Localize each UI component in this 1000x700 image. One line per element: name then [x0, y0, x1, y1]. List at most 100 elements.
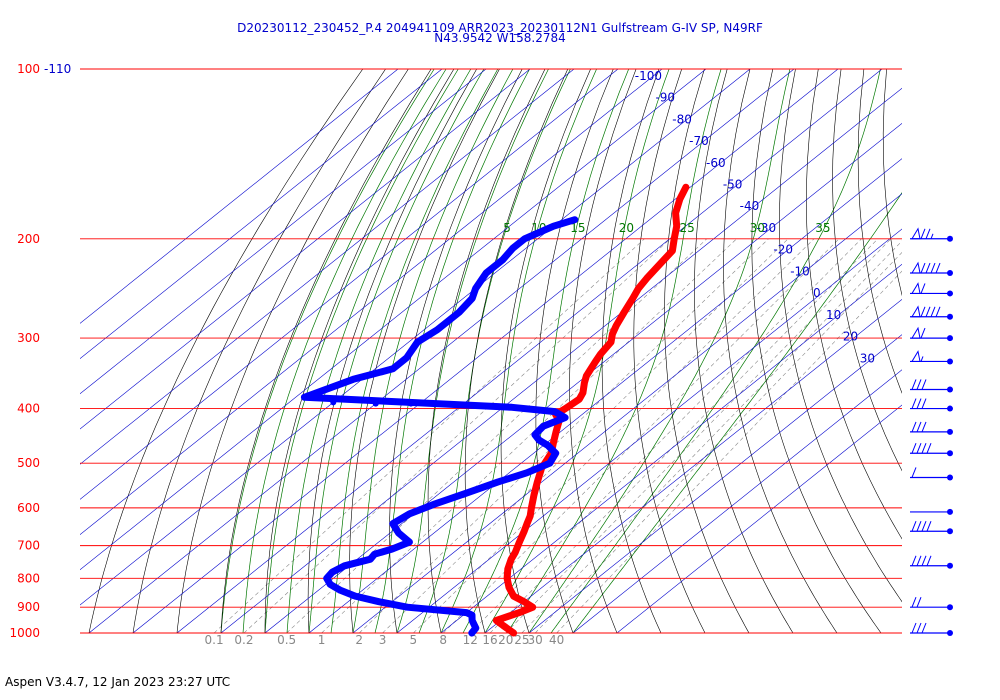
- wind-barb: [910, 282, 953, 297]
- wind-barb: [910, 508, 953, 515]
- dry-adiabat-line: [569, 69, 637, 634]
- dry-adiabat-line: [389, 69, 523, 634]
- mixing-ratio-label: 0.1: [205, 633, 224, 647]
- moist-adiabat-line: [418, 69, 571, 634]
- pressure-label: 800: [17, 571, 40, 585]
- mixing-ratio-label: 0.5: [277, 633, 296, 647]
- mixing-ratio-line: [489, 238, 879, 634]
- moist-adiabat-line: [352, 69, 514, 634]
- mixing-ratio-label: 8: [439, 633, 447, 647]
- dry-adiabat-line: [264, 69, 455, 633]
- moist-adiabat-line: [528, 69, 791, 634]
- mixing-ratio-label: 0.2: [234, 633, 253, 647]
- pressure-label: 200: [17, 232, 40, 246]
- isotherm-line: [80, 69, 443, 359]
- dry-adiabat-line: [832, 69, 902, 472]
- dewpoint-trace: [300, 216, 579, 637]
- isotherm-line: [396, 228, 902, 634]
- dry-adiabat-line: [723, 69, 838, 634]
- wind-barb: [910, 398, 953, 412]
- isotherm-line: [352, 193, 902, 634]
- moist-adiabat-line: [550, 69, 881, 634]
- mixing-ratio-label: 5: [410, 633, 418, 647]
- dry-adiabat-line: [427, 69, 546, 634]
- isotherm-line: [176, 69, 883, 634]
- moist-adiabat-line: [264, 69, 459, 634]
- mixing-ratio-line: [521, 240, 902, 634]
- mixing-ratio-label: 3: [379, 633, 387, 647]
- isotherm-line: [88, 69, 795, 634]
- pressure-label: 400: [17, 402, 40, 416]
- pressure-label: 300: [17, 331, 40, 345]
- dewpoint-point: [407, 400, 414, 407]
- moist-adiabat-line: [242, 69, 447, 634]
- moist-adiabat-label-top: 25: [679, 221, 694, 235]
- isotherm-label: 0: [813, 286, 821, 300]
- moist-adiabat-line: [308, 69, 485, 634]
- moist-adiabat-line: [374, 69, 530, 634]
- isotherm-line: [80, 69, 663, 535]
- isotherm-label: 30: [860, 351, 875, 365]
- dry-adiabat-line: [751, 69, 882, 634]
- wind-barb: [910, 597, 953, 611]
- isotherm-label: -10: [790, 264, 810, 278]
- isotherm-line: [80, 69, 575, 465]
- mixing-ratio-label: 25: [514, 633, 529, 647]
- mixing-ratio-line: [286, 238, 708, 634]
- mixing-ratio-line: [243, 238, 671, 634]
- moist-adiabat-line: [396, 69, 549, 634]
- isotherm-line: [264, 123, 902, 634]
- isotherm-label: -80: [672, 112, 692, 126]
- dewpoint-point: [301, 394, 308, 401]
- wind-barb: [910, 305, 953, 320]
- dry-adiabat-line: [464, 69, 569, 634]
- isotherm-line: [220, 87, 902, 634]
- dry-adiabat-line: [857, 69, 902, 394]
- dry-adiabat-line: [932, 69, 1000, 633]
- dewpoint-point: [508, 404, 515, 411]
- moist-adiabat-line: [330, 69, 499, 634]
- dry-adiabat-line: [220, 69, 432, 634]
- mixing-ratio-line: [213, 238, 645, 634]
- pressure-label: 1000: [9, 626, 40, 640]
- dewpoint-point: [372, 400, 379, 407]
- wind-barb: [910, 350, 953, 365]
- dry-adiabat-line: [88, 69, 364, 634]
- moist-adiabat-line: [506, 69, 722, 634]
- isotherm-line: [528, 334, 902, 634]
- isotherm-line: [80, 69, 751, 606]
- wind-barbs: [910, 227, 953, 636]
- pressure-label: 700: [17, 539, 40, 553]
- axis-labels: 1002003004005006007008009001000-11050607…: [9, 62, 875, 647]
- mixing-ratio-line: [534, 252, 902, 634]
- isotherm-line: [80, 69, 707, 571]
- dry-adiabat-line: [176, 69, 409, 634]
- wind-barb: [910, 379, 953, 393]
- wind-barb: [910, 421, 953, 435]
- isotherm-line: [308, 158, 902, 634]
- dry-adiabat-line: [694, 69, 794, 634]
- dry-adiabat-line: [882, 69, 902, 297]
- dry-adiabat-line: [779, 69, 902, 603]
- pressure-label: 600: [17, 501, 40, 515]
- moist-adiabat-line: [572, 192, 902, 634]
- isotherm-label: -70: [689, 134, 709, 148]
- wind-barb: [910, 555, 953, 569]
- pressure-label: 100: [17, 62, 40, 76]
- wind-barb: [910, 227, 953, 242]
- dry-adiabat-line: [132, 69, 386, 634]
- dry-adiabat-line: [908, 69, 1000, 633]
- mixing-ratio-label: 2: [355, 633, 363, 647]
- dry-adiabat-line: [500, 69, 591, 634]
- dry-adiabat-line: [307, 69, 477, 634]
- mixing-ratio-label: 40: [549, 633, 564, 647]
- wind-barb: [910, 521, 953, 535]
- moist-adiabat-label-top: 5: [503, 221, 511, 235]
- wind-barb: [910, 467, 953, 481]
- mixing-ratio-lines: [213, 238, 902, 634]
- pressure-lines: [80, 68, 902, 634]
- dewpoint-point: [451, 401, 458, 408]
- moist-adiabat-label-top: 15: [570, 221, 585, 235]
- wind-barb: [910, 261, 953, 277]
